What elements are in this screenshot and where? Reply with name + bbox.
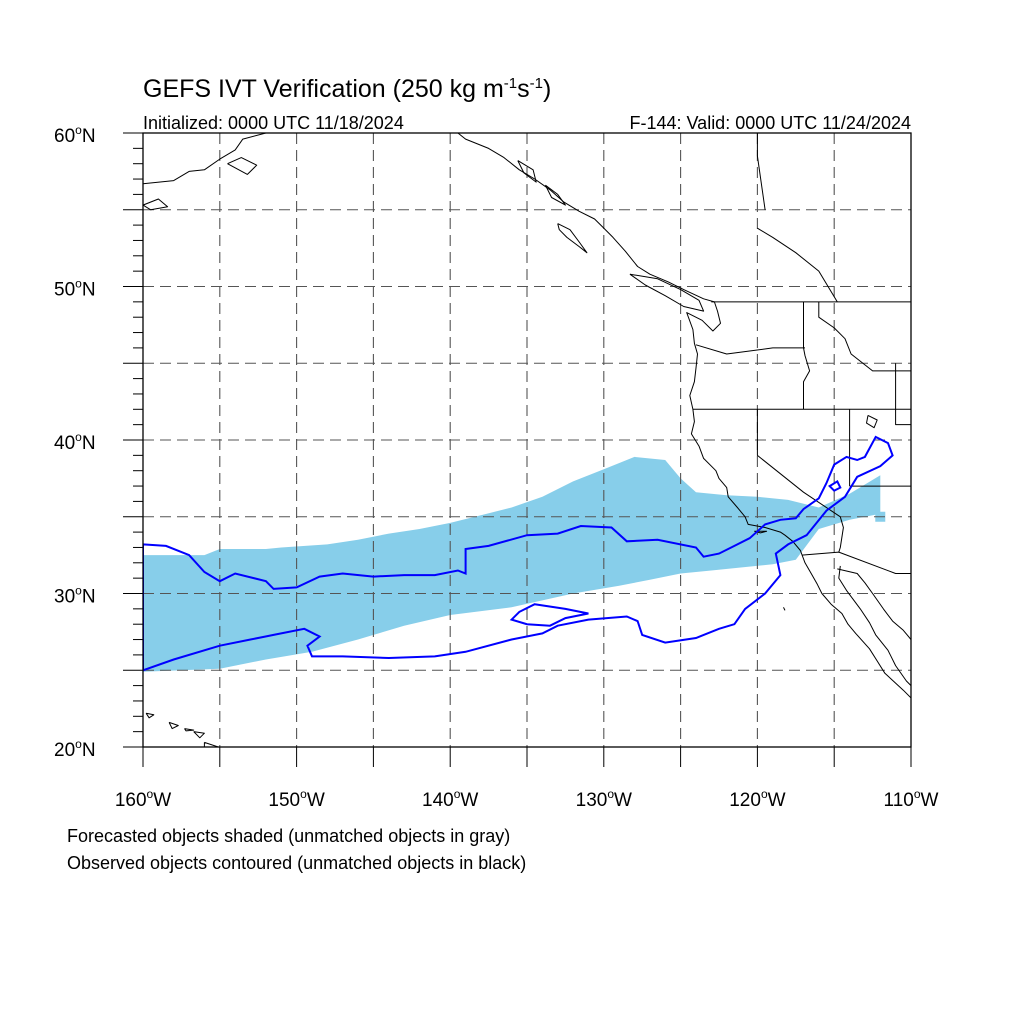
chart-title: GEFS IVT Verification (250 kg m-1s-1) — [143, 75, 551, 103]
guadalupe-island — [783, 607, 786, 611]
hawaii-maui — [193, 731, 205, 739]
footnote-observed: Observed objects contoured (unmatched ob… — [67, 853, 526, 873]
lon-label: 120oW — [729, 787, 785, 811]
coast-gulf-california — [838, 565, 911, 686]
valid-time: F-144: Valid: 0000 UTC 11/24/2024 — [629, 113, 911, 133]
border-us-mexico — [801, 551, 911, 574]
vancouver-island — [629, 273, 705, 312]
lat-label: 40oN — [54, 430, 96, 454]
lon-label: 150oW — [268, 787, 324, 811]
coastlines — [143, 133, 911, 747]
lat-label: 20oN — [54, 737, 96, 761]
canada-rockies — [756, 133, 766, 210]
observed-objects — [143, 435, 894, 672]
border-wa-or — [695, 344, 805, 355]
alaska-island-1 — [517, 160, 537, 183]
forecast-object-cell — [856, 507, 867, 518]
haida-gwaii — [557, 223, 588, 254]
axis-ticks — [123, 132, 912, 767]
lon-labels: 160oW 150oW 140oW 130oW 120oW 110oW — [115, 787, 939, 811]
lat-label: 60oN — [54, 123, 96, 147]
hawaii-oahu — [168, 721, 179, 730]
graticule — [143, 133, 911, 747]
coast-mexico-mainland — [837, 568, 911, 640]
border-ca-nv — [756, 409, 844, 553]
great-salt-lake — [866, 414, 878, 429]
hawaii-big-island — [203, 741, 219, 747]
bc-alberta — [757, 227, 838, 303]
border-id-wa — [803, 301, 811, 410]
coast-alaska-mainland — [143, 133, 267, 185]
footnote-forecast: Forecasted objects shaded (unmatched obj… — [67, 826, 510, 846]
forecast-object-cell — [836, 499, 847, 510]
observed-contour-upper — [143, 435, 894, 672]
lon-label: 140oW — [422, 787, 478, 811]
border-mt-id — [818, 301, 911, 372]
lat-label: 50oN — [54, 277, 96, 301]
hawaii-kauai — [145, 712, 155, 719]
forecast-object-area — [143, 456, 881, 672]
kodiak-island — [227, 157, 258, 175]
lat-label: 30oN — [54, 584, 96, 608]
observed-contour-small-east — [827, 479, 842, 492]
lat-labels: 60oN 50oN 40oN 30oN 20oN — [54, 123, 96, 761]
map-area — [123, 132, 912, 767]
alaska-island-2 — [544, 184, 566, 206]
observed-contour-island — [509, 603, 589, 627]
lon-label: 130oW — [576, 787, 632, 811]
lon-label: 160oW — [115, 787, 171, 811]
hawaii-molokai — [184, 728, 195, 732]
alaska-peninsula-islands — [143, 198, 169, 211]
init-time: Initialized: 0000 UTC 11/18/2024 — [143, 113, 404, 133]
lon-label: 110oW — [884, 787, 939, 811]
border-wy — [895, 363, 911, 426]
coast-alaska-panhandle — [457, 133, 911, 699]
